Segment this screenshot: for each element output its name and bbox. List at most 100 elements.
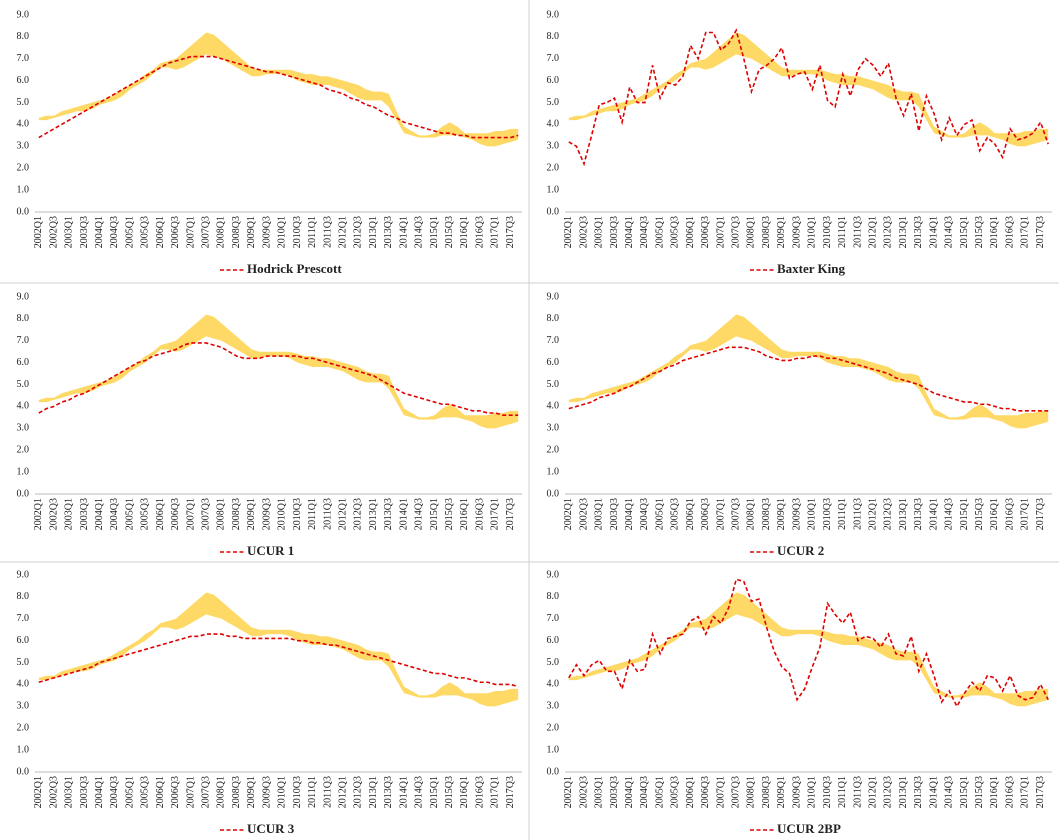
x-tick-label: 2009Q1 [246, 216, 257, 248]
x-tick-label: 2007Q3 [201, 776, 212, 808]
x-tick-label: 2015Q3 [444, 776, 455, 808]
x-tick-label: 2004Q1 [624, 216, 635, 248]
x-tick-label: 2017Q3 [1035, 498, 1046, 530]
y-tick-label: 4.0 [547, 679, 560, 690]
x-tick-label: 2005Q1 [124, 498, 135, 530]
x-tick-label: 2017Q1 [1020, 216, 1031, 248]
series-line [568, 346, 1049, 412]
x-tick-label: 2002Q1 [563, 498, 574, 530]
x-tick-label: 2014Q3 [944, 216, 955, 248]
x-tick-label: 2014Q1 [398, 498, 409, 530]
x-tick-label: 2002Q1 [33, 498, 44, 530]
x-tick-label: 2010Q3 [292, 216, 303, 248]
x-tick-label: 2007Q3 [201, 498, 212, 530]
y-tick-label: 4.0 [17, 679, 30, 690]
y-tick-label: 2.0 [17, 723, 30, 734]
x-tick-label: 2015Q3 [974, 216, 985, 248]
x-tick-label: 2002Q1 [563, 776, 574, 808]
y-tick-label: 4.0 [547, 401, 560, 412]
y-tick-label: 7.0 [17, 53, 30, 64]
x-tick-label: 2013Q1 [898, 216, 909, 248]
x-tick-label: 2003Q3 [609, 776, 620, 808]
x-tick-label: 2007Q3 [731, 216, 742, 248]
y-tick-label: 1.0 [17, 744, 30, 755]
x-tick-label: 2007Q1 [715, 216, 726, 248]
legend-label: UCUR 1 [247, 543, 294, 558]
x-tick-label: 2012Q1 [867, 498, 878, 530]
x-tick-label: 2008Q3 [761, 498, 772, 530]
y-tick-label: 8.0 [547, 31, 560, 42]
x-tick-label: 2009Q3 [791, 216, 802, 248]
x-tick-label: 2008Q3 [231, 498, 242, 530]
x-tick-label: 2013Q1 [368, 498, 379, 530]
x-tick-label: 2006Q3 [700, 498, 711, 530]
x-tick-label: 2013Q1 [368, 776, 379, 808]
x-tick-label: 2009Q3 [261, 216, 272, 248]
y-tick-label: 0.0 [17, 488, 30, 499]
y-tick-label: 0.0 [17, 766, 30, 777]
band-area [568, 592, 1049, 707]
x-tick-label: 2012Q1 [337, 776, 348, 808]
x-tick-label: 2006Q3 [170, 498, 181, 530]
x-tick-label: 2004Q1 [94, 498, 105, 530]
x-tick-label: 2005Q3 [670, 776, 681, 808]
x-tick-label: 2011Q3 [322, 216, 333, 248]
y-tick-label: 1.0 [547, 466, 560, 477]
x-tick-label: 2014Q1 [928, 776, 939, 808]
x-tick-label: 2008Q1 [746, 498, 757, 530]
x-tick-label: 2010Q1 [807, 216, 818, 248]
legend-label: UCUR 3 [247, 821, 295, 836]
x-tick-label: 2004Q3 [639, 216, 650, 248]
x-tick-label: 2003Q3 [609, 498, 620, 530]
x-tick-label: 2016Q1 [989, 216, 1000, 248]
x-tick-label: 2009Q1 [776, 216, 787, 248]
x-tick-label: 2005Q3 [140, 776, 151, 808]
x-tick-label: 2008Q1 [216, 216, 227, 248]
x-tick-label: 2013Q1 [898, 498, 909, 530]
x-tick-label: 2002Q1 [33, 776, 44, 808]
x-tick-label: 2012Q1 [867, 776, 878, 808]
x-tick-label: 2003Q1 [594, 498, 605, 530]
x-tick-label: 2011Q1 [837, 216, 848, 248]
x-tick-label: 2005Q1 [654, 776, 665, 808]
y-tick-label: 7.0 [547, 53, 560, 64]
x-tick-label: 2006Q1 [155, 498, 166, 530]
x-tick-label: 2003Q1 [64, 776, 75, 808]
band-area [568, 314, 1049, 429]
y-tick-label: 9.0 [17, 569, 30, 580]
x-tick-label: 2004Q3 [109, 498, 120, 530]
y-tick-label: 0.0 [547, 488, 560, 499]
x-tick-label: 2008Q1 [746, 216, 757, 248]
x-tick-label: 2002Q3 [48, 498, 59, 530]
x-tick-label: 2017Q3 [505, 216, 516, 248]
band-area [38, 592, 519, 707]
x-tick-label: 2010Q3 [292, 498, 303, 530]
x-tick-label: 2010Q3 [822, 498, 833, 530]
x-tick-label: 2017Q1 [490, 216, 501, 248]
x-tick-label: 2009Q1 [776, 776, 787, 808]
y-tick-label: 5.0 [17, 379, 30, 390]
y-tick-label: 3.0 [17, 141, 30, 152]
series-line [38, 55, 519, 139]
x-tick-label: 2016Q3 [1004, 498, 1015, 530]
x-tick-label: 2009Q1 [776, 498, 787, 530]
series-line [568, 28, 1049, 167]
legend-label: Baxter King [777, 261, 846, 276]
y-tick-label: 8.0 [547, 313, 560, 324]
x-tick-label: 2015Q1 [429, 498, 440, 530]
x-tick-label: 2007Q3 [201, 216, 212, 248]
y-tick-label: 1.0 [17, 184, 30, 195]
y-tick-label: 0.0 [17, 206, 30, 217]
legend-label: UCUR 2 [777, 543, 824, 558]
x-tick-label: 2005Q1 [124, 776, 135, 808]
y-tick-label: 7.0 [547, 335, 560, 346]
x-tick-label: 2014Q3 [414, 776, 425, 808]
band-area [38, 32, 519, 147]
x-tick-label: 2002Q3 [48, 216, 59, 248]
x-tick-label: 2007Q3 [731, 498, 742, 530]
y-tick-label: 3.0 [17, 423, 30, 434]
x-tick-label: 2010Q1 [807, 776, 818, 808]
x-tick-label: 2007Q1 [185, 776, 196, 808]
legend-label: Hodrick Prescott [247, 261, 342, 276]
x-tick-label: 2014Q3 [944, 776, 955, 808]
